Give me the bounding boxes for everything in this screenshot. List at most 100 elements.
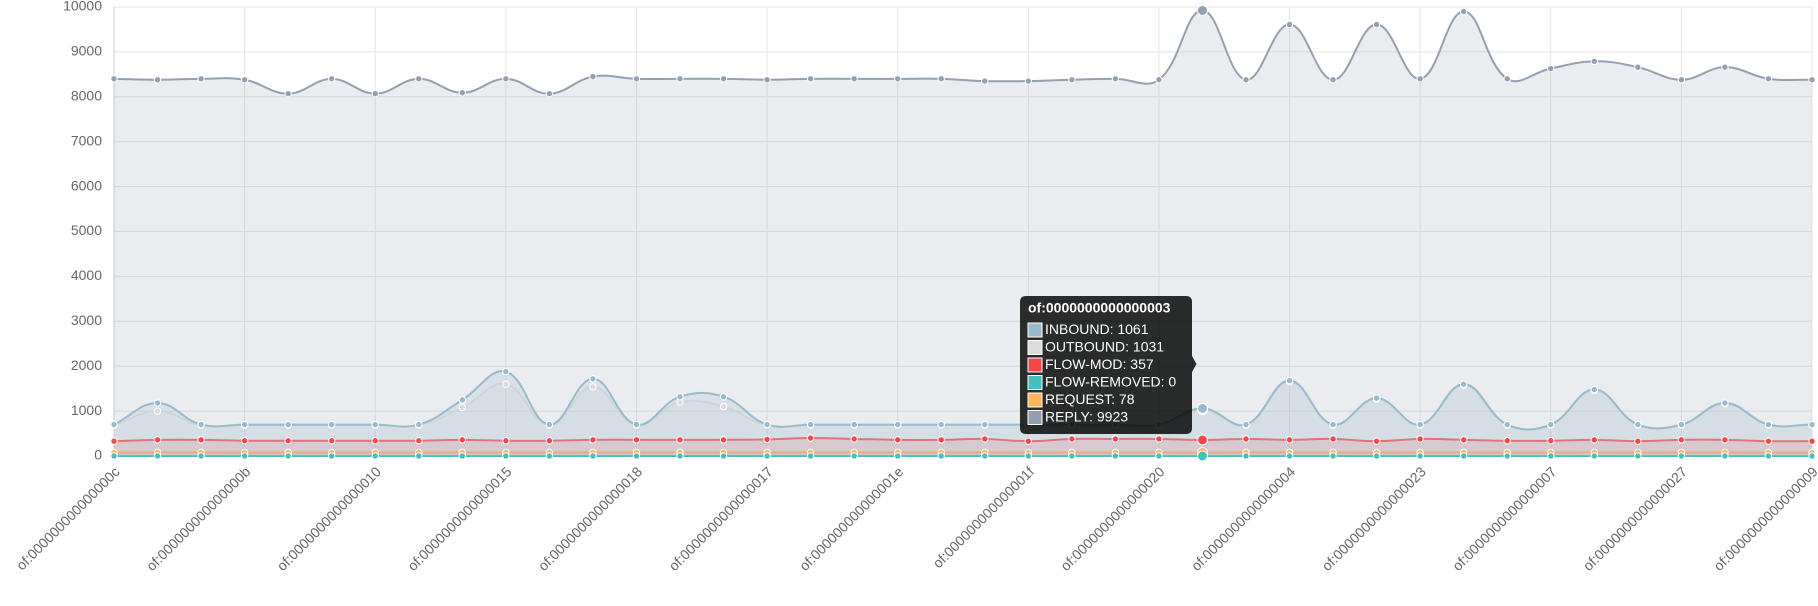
tooltip-item: INBOUND: 1061	[1045, 321, 1149, 337]
tooltip-name: OUTBOUND	[1045, 338, 1125, 354]
data-point	[1677, 420, 1686, 429]
data-point	[1372, 394, 1381, 402]
data-point	[1329, 420, 1337, 429]
series-line	[113, 437, 1813, 443]
tooltip-value: 78	[1119, 391, 1135, 407]
tooltip-value: 9923	[1097, 408, 1128, 424]
data-point	[502, 437, 510, 445]
data-point	[1068, 452, 1076, 460]
data-point	[850, 75, 858, 83]
data-point	[1242, 76, 1250, 84]
data-point	[632, 436, 641, 444]
data-point	[806, 75, 815, 83]
y-tick-label: 10000	[63, 0, 102, 14]
data-point	[763, 452, 771, 460]
data-point	[893, 420, 902, 429]
data-point	[545, 437, 554, 445]
data-point	[1677, 76, 1686, 84]
data-point	[415, 452, 423, 460]
data-point	[1155, 76, 1163, 84]
data-point	[1764, 420, 1773, 429]
series-area	[114, 10, 1812, 456]
data-point	[1372, 437, 1381, 445]
data-point	[1503, 420, 1511, 429]
data-point	[1329, 76, 1337, 84]
tooltip-sep: :	[1110, 321, 1118, 337]
data-point	[1590, 57, 1599, 66]
data-point	[763, 420, 771, 429]
data-point	[1285, 436, 1294, 444]
y-tick-label: 8000	[71, 88, 102, 104]
data-point	[893, 452, 902, 460]
tooltip-swatch	[1027, 340, 1043, 355]
data-point	[371, 452, 379, 460]
data-point	[371, 437, 379, 445]
data-point	[632, 75, 641, 83]
data-point	[1459, 452, 1468, 460]
data-point	[110, 437, 118, 445]
series-area	[114, 381, 1812, 456]
data-point	[632, 452, 641, 460]
data-point	[327, 452, 336, 460]
data-point	[1808, 452, 1816, 460]
data-point	[1024, 77, 1033, 85]
data-point	[589, 383, 597, 391]
data-point	[1634, 452, 1642, 460]
data-point	[327, 75, 336, 83]
x-tick-label: of:0000000000000023	[1318, 463, 1429, 574]
data-point	[1721, 452, 1729, 460]
x-tick-label: of:0000000000000027	[1580, 463, 1691, 574]
y-tick-label: 9000	[71, 43, 102, 59]
data-point	[806, 452, 815, 460]
data-point	[1242, 420, 1250, 429]
x-tick-label: of:0000000000000009	[1710, 463, 1818, 574]
tooltip-name: REPLY	[1045, 408, 1091, 424]
data-point	[197, 75, 205, 83]
data-point	[1764, 75, 1773, 83]
tooltip: of:0000000000000003 INBOUND: 1061OUTBOUND…	[1020, 296, 1197, 434]
data-point	[240, 76, 249, 84]
data-point	[284, 437, 292, 445]
data-point	[153, 399, 162, 407]
tooltip-value: 357	[1130, 356, 1154, 372]
tooltip-sep: :	[1089, 408, 1097, 424]
data-point	[937, 420, 945, 429]
data-point	[981, 452, 989, 460]
data-point	[1111, 435, 1120, 443]
data-point	[1677, 452, 1686, 460]
tooltip-swatch	[1027, 357, 1043, 373]
data-point	[1196, 450, 1208, 462]
data-point	[1590, 436, 1599, 444]
tooltip-name: INBOUND	[1045, 321, 1110, 337]
data-point	[1808, 437, 1816, 445]
data-point	[981, 420, 989, 429]
data-point	[676, 393, 684, 401]
data-point	[1372, 20, 1381, 29]
data-point	[458, 452, 467, 460]
y-tick-label: 2000	[71, 357, 102, 373]
tooltip-name: FLOW-MOD	[1045, 356, 1123, 372]
data-point	[763, 76, 771, 84]
data-point	[502, 367, 510, 376]
data-point	[763, 435, 771, 444]
x-tick-label: of:0000000000000007	[1449, 463, 1560, 574]
tooltip-name: REQUEST	[1045, 391, 1113, 407]
data-point	[719, 75, 728, 83]
plot	[110, 4, 1816, 462]
data-point	[502, 452, 510, 460]
series-area	[114, 438, 1812, 456]
y-tick-label: 4000	[71, 267, 102, 283]
data-point	[850, 452, 858, 460]
data-point	[458, 89, 467, 97]
data-point	[589, 375, 597, 383]
tooltip-swatch	[1027, 375, 1043, 390]
y-tick-label: 3000	[71, 312, 102, 328]
data-point	[719, 402, 728, 411]
data-point	[1677, 436, 1686, 444]
x-tick-label: of:0000000000000015	[404, 463, 515, 574]
data-point	[1155, 435, 1163, 443]
data-point	[1196, 402, 1208, 414]
data-point	[981, 435, 989, 443]
data-point	[153, 452, 162, 460]
